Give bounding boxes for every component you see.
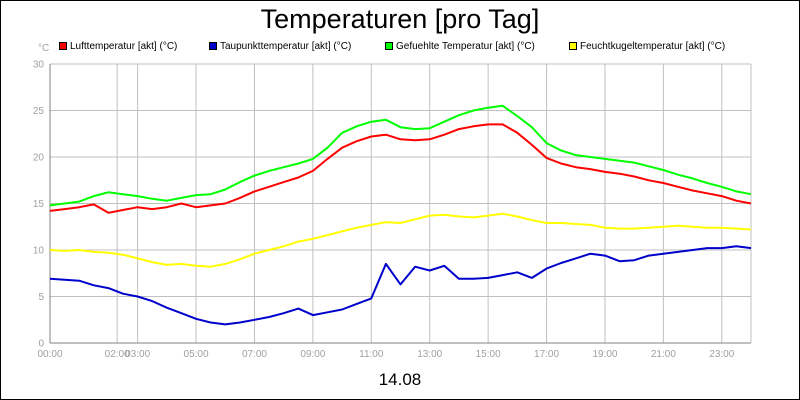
x-tick-label: 17:00	[534, 349, 559, 360]
y-tick-label: 0	[38, 339, 44, 350]
legend-item: Lufttemperatur [akt] (°C)	[59, 39, 177, 53]
legend-label: Gefuehlte Temperatur [akt] (°C)	[396, 40, 535, 52]
y-axis-unit-label: °C	[38, 43, 50, 54]
series-line-3	[49, 104, 752, 207]
legend-label: Taupunkttemperatur [akt] (°C)	[220, 40, 352, 52]
x-tick-label: 19:00	[592, 349, 617, 360]
x-tick-label: 11:00	[359, 349, 384, 360]
x-tick-label: 15:00	[476, 349, 501, 360]
legend-label: Feuchtkugeltemperatur [akt] (°C)	[580, 40, 726, 52]
x-tick-label: 21:00	[651, 349, 676, 360]
x-tick-label: 13:00	[417, 349, 442, 360]
x-tick-label: 05:00	[184, 349, 209, 360]
chart-title: Temperaturen [pro Tag]	[260, 4, 540, 34]
y-tick-label: 15	[33, 199, 45, 210]
legend-label: Lufttemperatur [akt] (°C)	[70, 40, 178, 52]
x-axis-date-label: 14.08	[378, 370, 422, 389]
series-line-2	[49, 245, 752, 326]
x-tick-label: 23:00	[709, 349, 734, 360]
series-line-4	[49, 212, 752, 268]
series-line-1	[49, 123, 752, 214]
legend-swatch	[385, 42, 393, 50]
y-tick-label: 5	[38, 292, 44, 303]
x-tick-label: 07:00	[242, 349, 267, 360]
x-tick-label: 09:00	[300, 349, 325, 360]
y-tick-label: 20	[33, 153, 45, 164]
y-tick-label: 10	[33, 246, 45, 257]
y-tick-label: 25	[33, 106, 45, 117]
legend-swatch	[59, 42, 67, 50]
x-tick-label: 00:00	[37, 349, 62, 360]
legend-item: Gefuehlte Temperatur [akt] (°C)	[385, 39, 535, 53]
legend-item: Taupunkttemperatur [akt] (°C)	[209, 39, 351, 53]
x-tick-label: 03:00	[125, 349, 150, 360]
legend-item: Feuchtkugeltemperatur [akt] (°C)	[569, 39, 725, 53]
y-tick-label: 30	[33, 60, 45, 71]
legend-swatch	[209, 42, 217, 50]
legend-swatch	[569, 42, 577, 50]
x-tick-label: 02:00	[105, 349, 130, 360]
